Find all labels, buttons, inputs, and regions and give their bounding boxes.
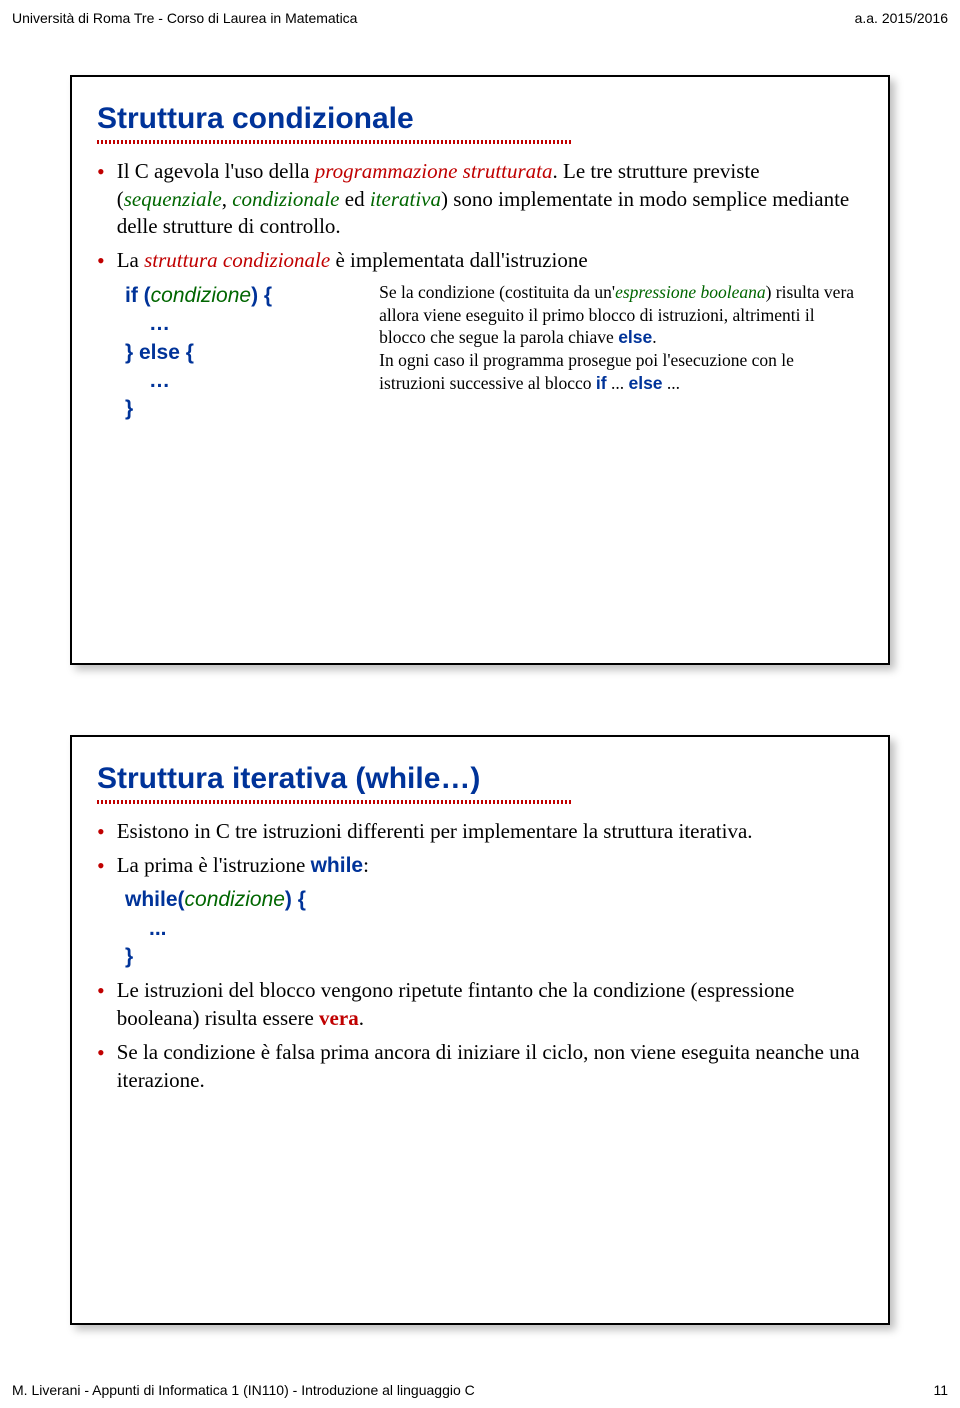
bullet-icon: • [97,852,105,880]
bullet-text: Esistono in C tre istruzioni differenti … [117,818,863,846]
kw: else [628,373,662,393]
code-line: … [149,310,361,338]
code-line: if (condizione) { [125,281,361,310]
footer-left: M. Liverani - Appunti di Informatica 1 (… [12,1382,475,1398]
kw: else [618,327,652,347]
t: In ogni caso il programma prosegue poi l… [379,350,794,393]
slide-1: Struttura condizionale • Il C agevola l'… [70,75,890,665]
bullet-1-text: Il C agevola l'uso della programmazione … [117,158,863,241]
t: Le istruzioni del blocco vengono ripetut… [117,978,795,1030]
bullet-2-text: La struttura condizionale è implementata… [117,247,863,275]
code-line: while(condizione) { [125,885,863,914]
t: . [359,1006,364,1030]
t: La prima è l'istruzione [117,853,311,877]
code-line: } [125,943,863,971]
t: è implementata dall'istruzione [330,248,587,272]
t: vera [319,1006,359,1030]
slide-2-inner: Struttura iterativa (while…) • Esistono … [97,762,863,1298]
kw: if [596,373,607,393]
bullet-icon: • [97,247,105,275]
bullet-icon: • [97,977,105,1005]
bullet-1: • Esistono in C tre istruzioni different… [97,818,863,846]
t: Se la condizione (costituita da un' [379,282,615,302]
title-underline [97,800,572,804]
cond: condizione [185,888,285,911]
kw: ) { [285,888,306,911]
slide-2-title: Struttura iterativa (while…) [97,762,863,796]
slide-2: Struttura iterativa (while…) • Esistono … [70,735,890,1325]
t: struttura condizionale [144,248,330,272]
bullet-text: La prima è l'istruzione while: [117,852,863,880]
t: La [117,248,144,272]
kw: while [311,854,364,877]
code-block: while(condizione) { ... } [125,885,863,971]
code-expl-row: if (condizione) { … } else { … } Se la c… [125,281,863,424]
t: . [652,327,656,347]
header-left: Università di Roma Tre - Corso di Laurea… [12,10,357,26]
code-block: if (condizione) { … } else { … } [125,281,361,424]
t: sequenziale [124,187,222,211]
footer-right: 11 [933,1382,948,1398]
code-line: } [125,395,361,423]
kw: ) { [251,284,272,307]
explanation: Se la condizione (costituita da un'espre… [379,281,863,424]
cond: condizione [151,284,251,307]
bullet-2: • La struttura condizionale è implementa… [97,247,863,275]
t: ... [607,373,629,393]
kw: while( [125,888,185,911]
kw: if ( [125,284,151,307]
header-right: a.a. 2015/2016 [855,10,948,26]
bullet-text: Se la condizione è falsa prima ancora di… [117,1039,863,1094]
bullet-4: • Se la condizione è falsa prima ancora … [97,1039,863,1094]
bullet-text: Le istruzioni del blocco vengono ripetut… [117,977,863,1032]
t: programmazione strutturata [315,159,553,183]
code-line: … [149,367,361,395]
t: Il C agevola l'uso della [117,159,315,183]
bullet-1: • Il C agevola l'uso della programmazion… [97,158,863,241]
page-footer: M. Liverani - Appunti di Informatica 1 (… [12,1382,948,1398]
title-underline [97,140,572,144]
t: iterativa [370,187,441,211]
slide-1-title: Struttura condizionale [97,102,863,136]
t: , [222,187,233,211]
code-line: ... [149,915,863,943]
t: : [363,853,369,877]
t: condizionale [232,187,339,211]
bullet-icon: • [97,818,105,846]
bullet-icon: • [97,1039,105,1067]
bullet-3: • Le istruzioni del blocco vengono ripet… [97,977,863,1032]
page-header: Università di Roma Tre - Corso di Laurea… [12,10,948,26]
t: ... [663,373,681,393]
t: espressione booleana [615,282,766,302]
t: ed [340,187,370,211]
code-line: } else { [125,339,361,367]
bullet-icon: • [97,158,105,186]
bullet-2: • La prima è l'istruzione while: [97,852,863,880]
slide-1-inner: Struttura condizionale • Il C agevola l'… [97,102,863,638]
